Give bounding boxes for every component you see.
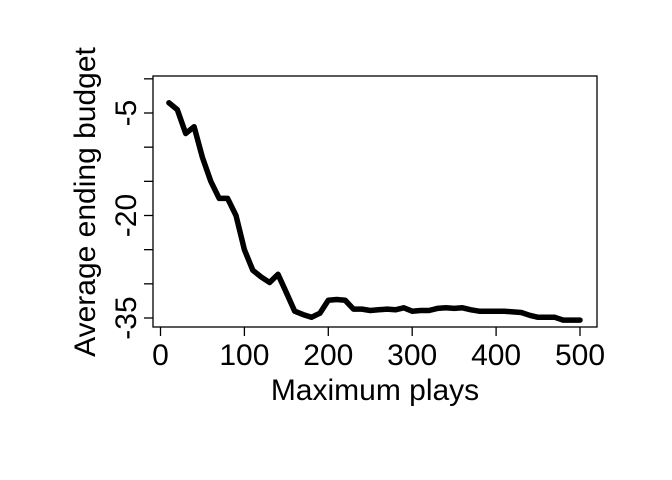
series-line — [166, 100, 583, 323]
x-tick-label: 400 — [471, 339, 521, 372]
x-tick-label: 300 — [387, 339, 437, 372]
y-tick-label: -35 — [110, 296, 143, 339]
x-axis-label: Maximum plays — [271, 374, 479, 407]
y-tick-label: -20 — [110, 194, 143, 237]
plot-frame — [152, 75, 598, 328]
x-tick-label: 100 — [219, 339, 269, 372]
x-tick-label: 0 — [152, 339, 169, 372]
y-axis-label: Average ending budget — [69, 46, 102, 356]
x-tick-label: 500 — [555, 339, 605, 372]
y-axis: -35 -20 -5 — [110, 78, 153, 340]
y-tick-label: -5 — [110, 100, 143, 127]
x-axis: 0 100 200 300 400 500 — [152, 327, 605, 372]
x-tick-label: 200 — [303, 339, 353, 372]
